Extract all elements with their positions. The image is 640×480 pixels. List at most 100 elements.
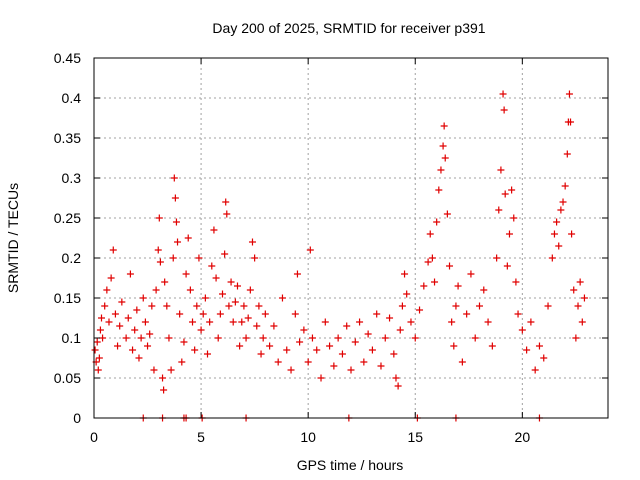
data-point [283,346,291,354]
data-point [165,334,173,342]
data-point [308,334,316,342]
data-point [454,282,462,290]
data-point [343,322,351,330]
y-tick-label: 0 [73,410,81,426]
chart-title: Day 200 of 2025, SRMTID for receiver p39… [212,20,485,36]
data-point [401,270,409,278]
data-point [578,318,586,326]
data-point [557,206,565,214]
data-point [440,122,448,130]
data-point [240,302,248,310]
data-point [242,334,250,342]
data-point [321,318,329,326]
data-point [574,302,582,310]
data-point [338,350,346,358]
data-point [351,338,359,346]
data-point [109,246,117,254]
data-point [124,314,132,322]
data-point [548,254,556,262]
data-point [527,318,535,326]
data-point [193,302,201,310]
data-point [497,166,505,174]
data-point [407,318,415,326]
data-point [576,278,584,286]
data-point [160,386,168,394]
data-point [148,302,156,310]
data-point [386,314,394,322]
data-point [420,282,428,290]
data-point [246,286,254,294]
data-point [118,298,126,306]
y-tick-label: 0.25 [54,210,81,226]
data-point [91,346,99,354]
data-point [518,326,526,334]
data-point [535,342,543,350]
data-point [266,342,274,350]
data-point [216,310,224,318]
data-point [555,242,563,250]
data-point [231,298,239,306]
data-point [176,310,184,318]
data-point [411,334,419,342]
data-point [431,278,439,286]
data-point [424,258,432,266]
data-point [195,254,203,262]
data-point [505,230,513,238]
data-point [347,366,355,374]
data-point [131,326,139,334]
data-point [508,186,516,194]
data-point [150,366,158,374]
data-point [561,182,569,190]
y-tick-label: 0.35 [54,130,81,146]
data-point [377,362,385,370]
data-points [91,90,588,422]
data-point [326,342,334,350]
data-point [446,262,454,270]
grid-lines [94,58,608,418]
data-point [426,230,434,238]
data-point [484,318,492,326]
data-point [495,206,503,214]
data-point [93,338,101,346]
data-point [300,326,308,334]
data-point [364,330,372,338]
data-point [152,286,160,294]
data-point [204,350,212,358]
data-point [111,310,119,318]
x-tick-label: 0 [90,429,98,445]
data-point [467,270,475,278]
data-point [493,254,501,262]
data-point [170,174,178,182]
data-point [398,302,406,310]
data-point [103,286,111,294]
data-point [512,278,520,286]
data-point [306,246,314,254]
data-point [178,358,186,366]
data-point [452,302,460,310]
data-point [233,282,241,290]
data-point [219,290,226,298]
data-point [96,326,104,334]
data-point [476,302,483,310]
data-point [114,342,122,350]
data-point [499,90,507,98]
data-point [161,278,169,286]
data-point [416,306,424,314]
data-point [186,286,194,294]
data-point [105,318,113,326]
data-point [403,290,411,298]
data-point [544,302,552,310]
data-point [197,326,205,334]
data-point [437,166,445,174]
data-point [184,234,192,242]
data-point [463,310,471,318]
data-point [238,318,246,326]
data-point [540,354,548,362]
data-point [222,198,230,206]
data-point [448,318,456,326]
data-point [559,198,567,206]
data-point [500,106,508,114]
data-point [206,318,214,326]
